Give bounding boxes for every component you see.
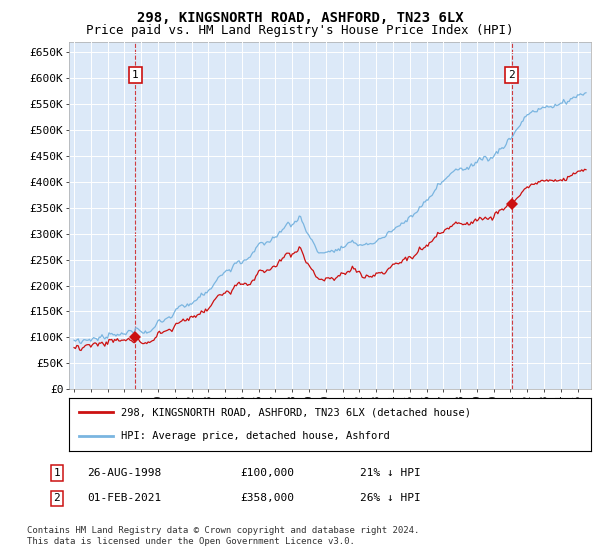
Text: HPI: Average price, detached house, Ashford: HPI: Average price, detached house, Ashf… (121, 431, 390, 441)
Text: Contains HM Land Registry data © Crown copyright and database right 2024.
This d: Contains HM Land Registry data © Crown c… (27, 526, 419, 546)
Text: 26-AUG-1998: 26-AUG-1998 (87, 468, 161, 478)
Text: 21% ↓ HPI: 21% ↓ HPI (360, 468, 421, 478)
Text: 2: 2 (508, 70, 515, 80)
Text: £358,000: £358,000 (240, 493, 294, 503)
Text: 26% ↓ HPI: 26% ↓ HPI (360, 493, 421, 503)
Text: 01-FEB-2021: 01-FEB-2021 (87, 493, 161, 503)
Text: 2: 2 (53, 493, 61, 503)
Text: 298, KINGSNORTH ROAD, ASHFORD, TN23 6LX: 298, KINGSNORTH ROAD, ASHFORD, TN23 6LX (137, 11, 463, 25)
Text: 1: 1 (53, 468, 61, 478)
Text: £100,000: £100,000 (240, 468, 294, 478)
Text: 298, KINGSNORTH ROAD, ASHFORD, TN23 6LX (detached house): 298, KINGSNORTH ROAD, ASHFORD, TN23 6LX … (121, 408, 471, 418)
Text: 1: 1 (132, 70, 139, 80)
Text: Price paid vs. HM Land Registry's House Price Index (HPI): Price paid vs. HM Land Registry's House … (86, 24, 514, 36)
